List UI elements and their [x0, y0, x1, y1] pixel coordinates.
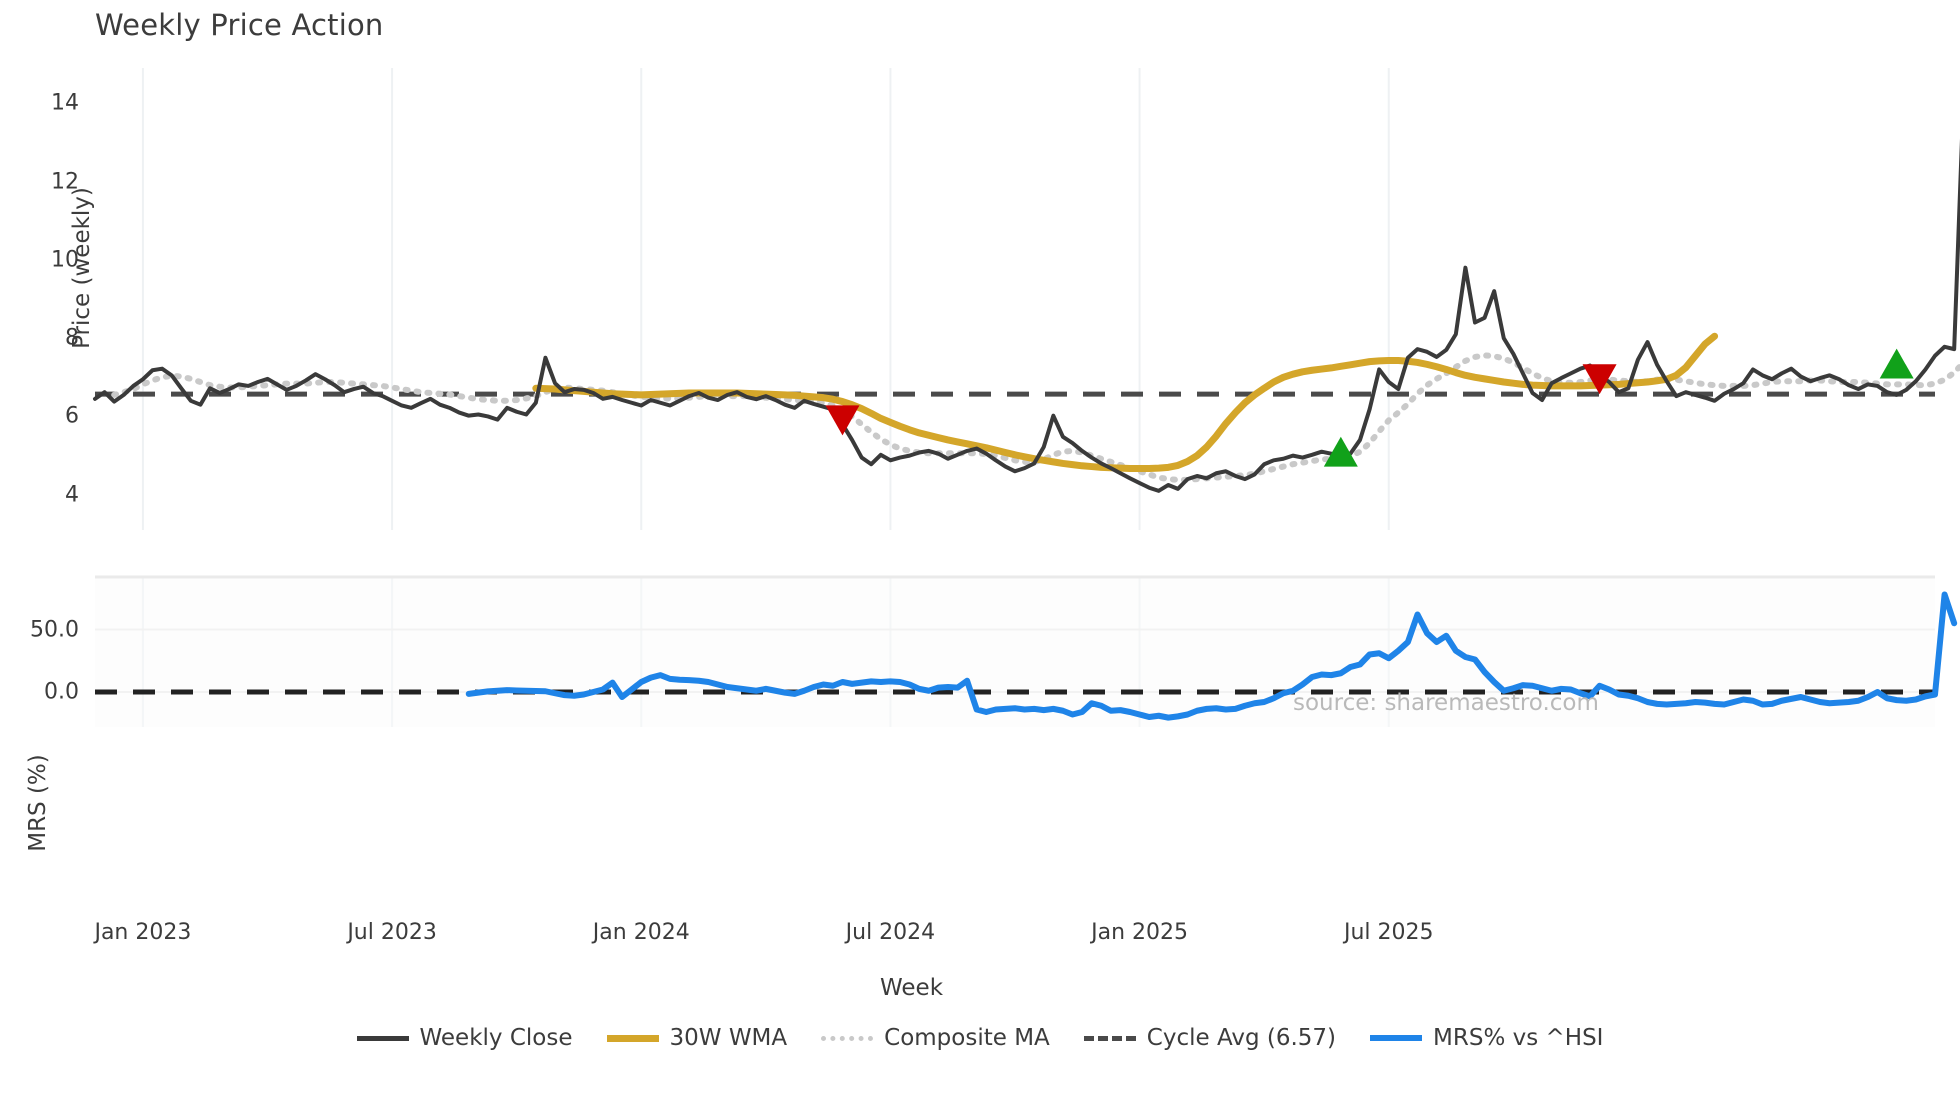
legend-label-weekly_close: Weekly Close: [419, 1025, 573, 1051]
source-watermark: source: sharemaestro.com: [1293, 690, 1599, 716]
composite-ma-line: [111, 352, 1960, 483]
legend-swatch-weekly_close-icon: [356, 1035, 409, 1041]
mrs-y-tick-0: 0.0: [44, 679, 79, 705]
legend-swatch-composite_ma-icon: [821, 1035, 874, 1041]
price-y-tick-5: 14: [51, 90, 79, 116]
legend-item-cycle_avg[interactable]: Cycle Avg (6.57): [1083, 1025, 1337, 1051]
legend-label-mrs: MRS% vs ^HSI: [1433, 1025, 1604, 1051]
legend-label-cycle_avg: Cycle Avg (6.57): [1146, 1025, 1337, 1051]
x-tick-5: Jul 2025: [1343, 920, 1434, 945]
chart-title: Weekly Price Action: [95, 8, 384, 42]
price-y-tick-1: 6: [65, 403, 79, 429]
mrs-panel-background: [95, 577, 1935, 727]
legend-item-composite_ma[interactable]: Composite MA: [821, 1025, 1050, 1051]
price-y-tick-2: 8: [65, 325, 79, 351]
weekly-close-line: [93, 138, 1960, 493]
x-axis-label: Week: [880, 975, 944, 1001]
chart-legend: Weekly Close 30W WMA Composite MA Cycle Avg…: [0, 1025, 1960, 1051]
legend-label-wma30: 30W WMA: [669, 1025, 788, 1051]
x-tick-1: Jul 2023: [347, 920, 437, 945]
buy-marker-1[interactable]: [1323, 436, 1358, 467]
legend-swatch-wma30-icon: [606, 1034, 659, 1042]
x-tick-4: Jan 2025: [1091, 920, 1189, 945]
legend-item-mrs[interactable]: MRS% vs ^HSI: [1370, 1025, 1603, 1051]
price-y-tick-0: 4: [65, 482, 79, 508]
x-tick-0: Jan 2023: [94, 920, 192, 945]
price-y-tick-4: 12: [51, 169, 79, 195]
price-y-tick-3: 10: [51, 247, 79, 273]
legend-item-wma30[interactable]: 30W WMA: [606, 1025, 788, 1051]
buy-marker-3[interactable]: [1879, 348, 1914, 379]
mrs-y-tick-1: 50.0: [30, 617, 79, 642]
mrs-line: [465, 591, 1958, 721]
legend-label-composite_ma: Composite MA: [884, 1025, 1050, 1051]
legend-swatch-cycle_avg-icon: [1083, 1035, 1136, 1041]
x-tick-3: Jul 2024: [845, 920, 936, 945]
sell-marker-0[interactable]: [825, 405, 860, 436]
x-tick-2: Jan 2024: [592, 920, 690, 945]
legend-swatch-mrs-icon: [1370, 1035, 1423, 1041]
legend-item-weekly_close[interactable]: Weekly Close: [356, 1025, 573, 1051]
sell-marker-2[interactable]: [1582, 364, 1617, 395]
